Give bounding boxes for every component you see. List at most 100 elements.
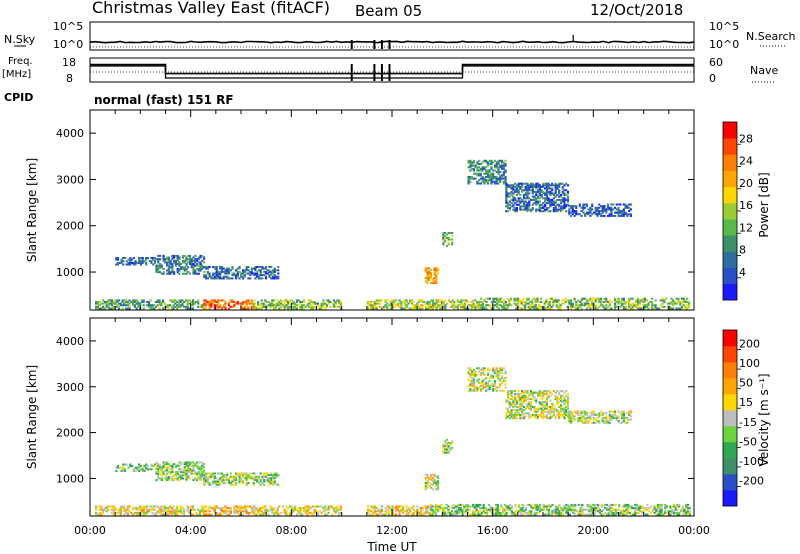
echo-cell (517, 301, 520, 304)
echo-cell (266, 480, 269, 483)
echo-cell (215, 267, 218, 270)
echo-cell (655, 510, 658, 513)
echo-cell (208, 482, 211, 485)
echo-cell (250, 299, 253, 302)
echo-cell (505, 415, 508, 418)
echo-cell (575, 210, 578, 213)
echo-cell (559, 409, 563, 412)
echo-cell (338, 513, 341, 516)
echo-cell (435, 302, 438, 305)
echo-cell (95, 307, 98, 310)
echo-cell (539, 505, 542, 508)
echo-cell (499, 367, 502, 370)
echo-cell (507, 508, 510, 511)
echo-cell (601, 420, 604, 423)
echo-cell (457, 507, 461, 510)
echo-cell (238, 510, 241, 513)
echo-cell (601, 208, 604, 211)
echo-cell (556, 396, 559, 399)
echo-cell (522, 398, 526, 400)
echo-cell (273, 307, 276, 310)
echo-cell (479, 169, 482, 172)
echo-cell (515, 297, 518, 300)
echo-cell (655, 508, 658, 511)
echo-cell (331, 302, 334, 305)
echo-cell (681, 513, 684, 516)
echo-cell (535, 508, 538, 511)
echo-cell (122, 469, 125, 472)
echo-cell (510, 507, 513, 510)
echo-cell (592, 211, 595, 214)
echo-cell (584, 417, 587, 419)
echo-cell (636, 302, 640, 305)
echo-cell (508, 398, 511, 400)
echo-cell (219, 270, 222, 273)
echo-cell (213, 475, 216, 478)
echo-cell (145, 261, 148, 264)
echo-cell (533, 391, 536, 394)
echo-cell (552, 412, 555, 415)
echo-cell (504, 301, 507, 304)
echo-cell (174, 510, 177, 513)
echo-cell (548, 297, 551, 300)
echo-cell (457, 511, 461, 514)
echo-cell (256, 274, 259, 277)
echo-cell (261, 274, 264, 277)
echo-cell (283, 511, 286, 514)
echo-cell (467, 370, 470, 373)
echo-cell (548, 304, 551, 307)
echo-cell (559, 208, 563, 211)
echo-cell (212, 266, 215, 269)
echo-cell (577, 503, 580, 506)
echo-cell (521, 185, 524, 188)
echo-cell (510, 505, 513, 508)
echo-cell (559, 406, 563, 408)
echo-cell (162, 272, 165, 275)
echo-cell (507, 507, 510, 510)
echo-cell (645, 304, 648, 307)
echo-cell (508, 401, 511, 404)
echo-cell (535, 398, 538, 400)
echo-cell (599, 297, 603, 300)
echo-cell (556, 203, 559, 206)
echo-cell (467, 166, 470, 169)
echo-cell (419, 513, 422, 516)
echo-cell (318, 307, 321, 310)
echo-cell (521, 205, 524, 208)
echo-cell (313, 505, 316, 508)
echo-cell (516, 510, 519, 513)
echo-cell (95, 508, 98, 511)
echo-cell (558, 417, 561, 420)
echo-cell (658, 513, 661, 516)
echo-cell (515, 393, 518, 396)
echo-cell (435, 508, 438, 511)
echo-cell (522, 301, 525, 304)
echo-cell (339, 505, 343, 508)
echo-cell (641, 510, 644, 513)
echo-cell (169, 261, 172, 264)
echo-cell (575, 302, 578, 305)
echo-cell (188, 302, 191, 305)
echo-cell (183, 254, 186, 257)
echo-cell (442, 236, 445, 239)
echo-cell (449, 443, 452, 446)
echo-cell (485, 304, 488, 307)
echo-cell (202, 505, 205, 508)
echo-cell (484, 508, 487, 511)
echo-cell (222, 478, 225, 481)
echo-cell (486, 169, 490, 172)
echo-cell (561, 182, 564, 185)
echo-cell (135, 299, 138, 302)
echo-cell (435, 475, 438, 478)
echo-cell (481, 305, 484, 308)
echo-cell (172, 505, 175, 508)
echo-cell (481, 179, 484, 182)
echo-cell (443, 510, 446, 513)
echo-cell (602, 513, 605, 516)
echo-cell (554, 195, 557, 198)
echo-cell (165, 304, 168, 307)
echo-cell (558, 401, 561, 404)
echo-cell (206, 513, 209, 516)
echo-cell (283, 302, 286, 305)
echo-cell (215, 483, 218, 486)
